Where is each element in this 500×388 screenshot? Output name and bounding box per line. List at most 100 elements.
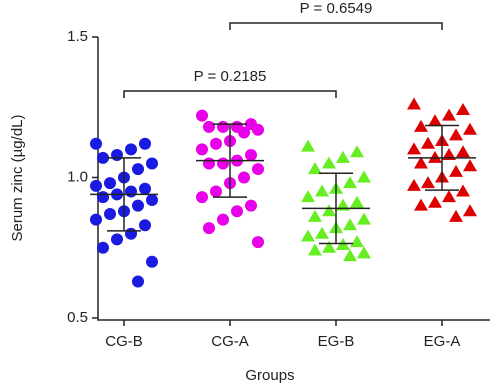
point	[132, 163, 144, 176]
point	[322, 156, 336, 169]
point	[308, 243, 322, 256]
point	[449, 209, 463, 222]
point	[139, 182, 151, 195]
point	[196, 191, 208, 204]
point	[343, 176, 357, 189]
point	[203, 120, 215, 133]
point	[315, 226, 329, 239]
point	[125, 143, 137, 156]
point	[252, 236, 264, 249]
point	[357, 170, 371, 183]
point	[336, 150, 350, 163]
point	[322, 240, 336, 253]
point	[456, 103, 470, 116]
x-tick-label: EG-B	[318, 333, 355, 350]
point	[125, 227, 137, 240]
point	[407, 178, 421, 191]
point	[414, 119, 428, 132]
point	[90, 213, 102, 226]
point	[315, 184, 329, 197]
point	[125, 185, 137, 198]
point	[210, 185, 222, 198]
point	[231, 205, 243, 218]
point	[308, 162, 322, 175]
point	[238, 171, 250, 184]
point	[414, 198, 428, 211]
point	[97, 191, 109, 204]
axes	[97, 37, 490, 321]
point	[456, 145, 470, 158]
point	[111, 233, 123, 246]
point	[421, 136, 435, 149]
point	[463, 159, 477, 172]
significance-bracket	[123, 90, 337, 98]
point	[104, 208, 116, 221]
point	[463, 122, 477, 135]
point	[428, 150, 442, 163]
point	[252, 163, 264, 176]
point	[97, 151, 109, 164]
point	[90, 137, 102, 150]
point	[217, 120, 229, 133]
point	[210, 137, 222, 150]
point	[146, 193, 158, 206]
point	[442, 190, 456, 203]
point	[350, 195, 364, 208]
point	[343, 218, 357, 231]
point	[139, 137, 151, 150]
p-value: P = 0.6549	[300, 0, 373, 17]
point	[350, 235, 364, 248]
point	[301, 190, 315, 203]
point	[203, 222, 215, 235]
x-tick-label: CG-B	[105, 333, 143, 350]
x-tick-label: EG-A	[424, 333, 461, 350]
p-value: P = 0.2185	[194, 68, 267, 85]
y-axis-label: Serum zinc (µg/dL)	[9, 114, 26, 241]
point	[301, 229, 315, 242]
point	[252, 123, 264, 136]
y-tick-label: 1.5	[67, 28, 88, 45]
point	[336, 198, 350, 211]
point	[343, 249, 357, 262]
point	[196, 143, 208, 156]
point	[203, 157, 215, 170]
point	[463, 204, 477, 217]
point	[449, 128, 463, 141]
point	[357, 212, 371, 225]
point	[146, 157, 158, 170]
point	[196, 109, 208, 122]
point	[442, 148, 456, 161]
point	[139, 219, 151, 232]
point	[357, 246, 371, 259]
point	[111, 149, 123, 162]
point	[449, 164, 463, 177]
point	[308, 209, 322, 222]
point	[301, 139, 315, 152]
point	[104, 177, 116, 190]
point	[132, 275, 144, 288]
point	[90, 179, 102, 192]
point	[407, 142, 421, 155]
x-axis-label: Groups	[245, 367, 294, 384]
point	[428, 114, 442, 127]
x-tick-label: CG-A	[211, 333, 249, 350]
point	[217, 213, 229, 226]
significance-bracket	[229, 22, 443, 30]
point	[414, 156, 428, 169]
point	[245, 149, 257, 162]
point	[245, 199, 257, 212]
point	[132, 199, 144, 212]
point	[456, 184, 470, 197]
point	[238, 126, 250, 139]
point	[407, 97, 421, 110]
point	[146, 255, 158, 268]
point	[217, 157, 229, 170]
y-tick-label: 0.5	[67, 309, 88, 326]
point	[428, 195, 442, 208]
point	[322, 204, 336, 217]
point	[97, 241, 109, 254]
y-tick-label: 1.0	[67, 168, 88, 185]
point	[421, 176, 435, 189]
point	[350, 145, 364, 158]
